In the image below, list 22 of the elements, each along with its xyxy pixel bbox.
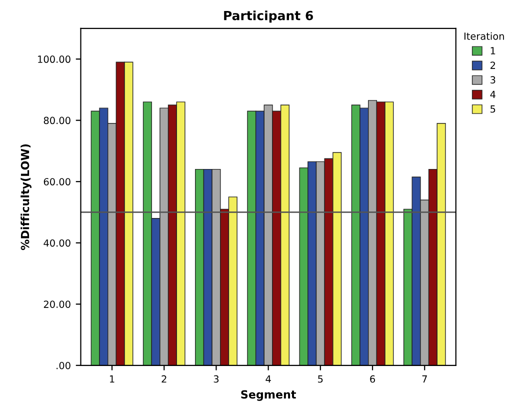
y-tick-label: 40.00 bbox=[44, 239, 70, 247]
x-tick-label: 2 bbox=[162, 375, 166, 383]
x-tick-label: 4 bbox=[266, 375, 271, 383]
x-tick-label: 7 bbox=[422, 375, 427, 383]
legend-label: 2 bbox=[490, 62, 496, 69]
legend-label: 5 bbox=[490, 105, 496, 113]
y-tick-label: 100.00 bbox=[38, 56, 70, 63]
x-tick-label: 3 bbox=[214, 375, 219, 383]
chart-title: Participant 6 bbox=[224, 10, 313, 23]
y-tick-label: 60.00 bbox=[44, 178, 70, 186]
x-tick-label: 1 bbox=[110, 375, 114, 383]
x-tick-label: 5 bbox=[318, 375, 323, 383]
legend-label: 3 bbox=[490, 76, 496, 84]
legend-label: 1 bbox=[490, 47, 496, 54]
legend-title: Iteration bbox=[464, 32, 504, 40]
y-axis-title: %Difficulty(LOW) bbox=[20, 144, 32, 250]
y-tick-label: .00 bbox=[56, 362, 70, 370]
y-tick-label: 80.00 bbox=[44, 116, 70, 124]
legend-label: 4 bbox=[490, 90, 496, 98]
x-axis-title: Segment bbox=[241, 390, 296, 401]
x-tick-label: 6 bbox=[370, 375, 375, 383]
y-tick-label: 20.00 bbox=[44, 300, 70, 308]
